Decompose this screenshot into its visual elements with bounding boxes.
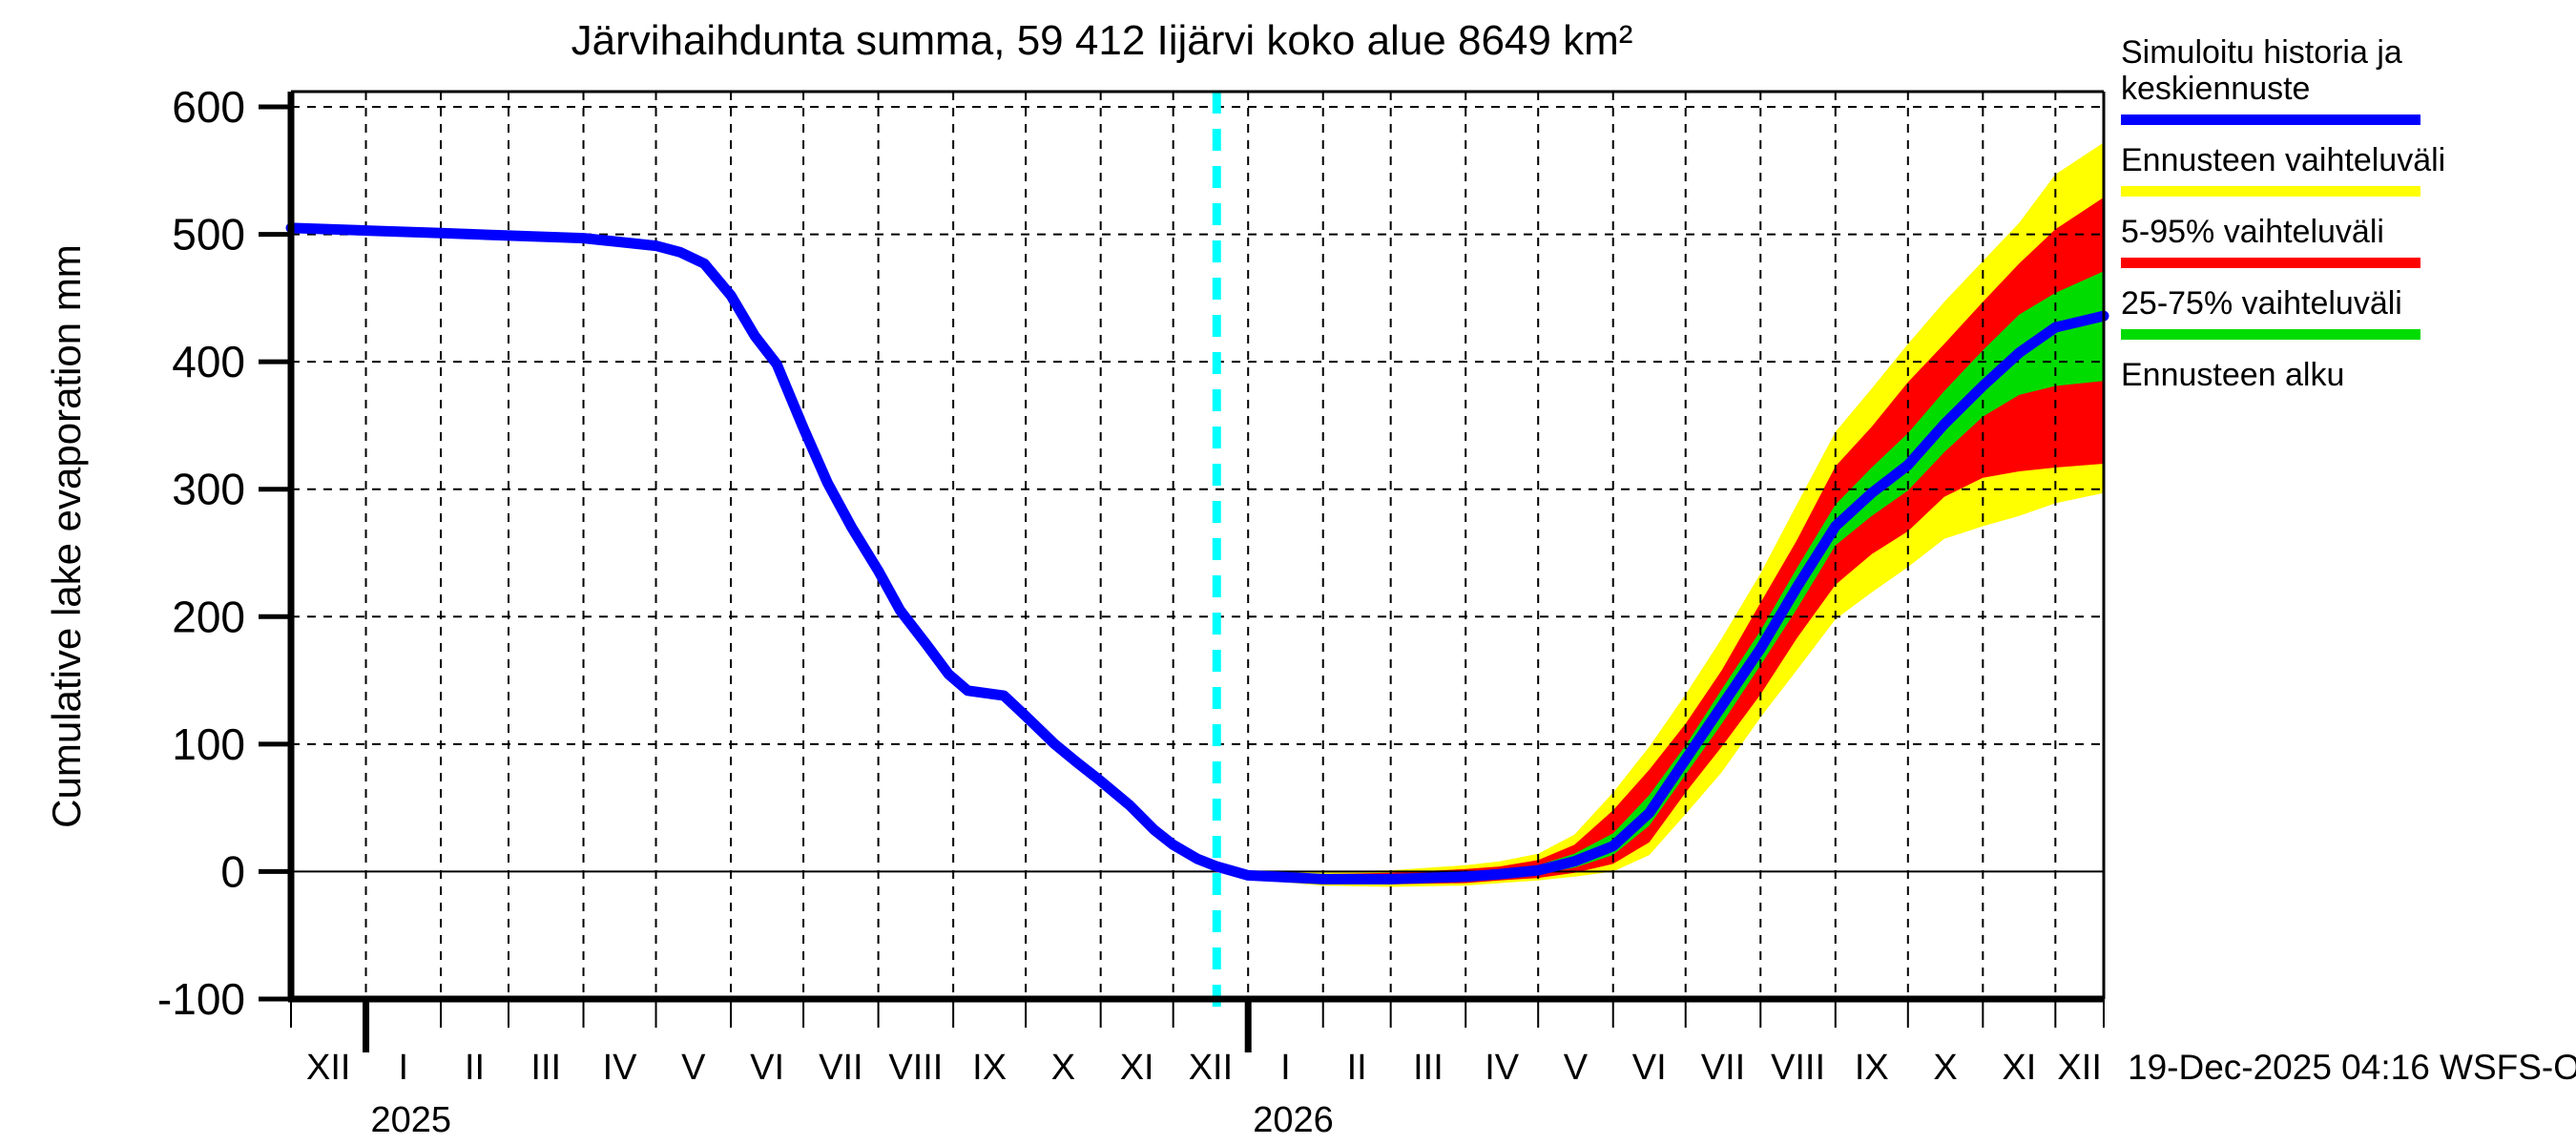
x-year-label: 2025 bbox=[371, 1100, 452, 1140]
legend-item-3: 25-75% vaihteluväli bbox=[2121, 285, 2560, 340]
x-month-label: IV bbox=[603, 1048, 638, 1088]
x-month-label: VI bbox=[750, 1048, 784, 1088]
chart-title: Järvihaihdunta summa, 59 412 Iijärvi kok… bbox=[571, 17, 1633, 64]
x-month-label: XII bbox=[1189, 1048, 1233, 1088]
legend-swatch bbox=[2121, 329, 2420, 340]
legend-label: 5-95% vaihteluväli bbox=[2121, 214, 2384, 250]
x-month-label: XI bbox=[1120, 1048, 1154, 1088]
x-month-label: V bbox=[1564, 1048, 1589, 1088]
x-month-label: V bbox=[681, 1048, 706, 1088]
x-month-label: VIII bbox=[888, 1048, 943, 1088]
legend-item-2: 5-95% vaihteluväli bbox=[2121, 214, 2560, 268]
legend: Simuloitu historia ja keskiennuste Ennust… bbox=[2121, 34, 2560, 428]
legend-label: Simuloitu historia ja keskiennuste bbox=[2121, 34, 2402, 107]
x-month-label: X bbox=[1051, 1048, 1075, 1088]
x-month-label: III bbox=[530, 1048, 561, 1088]
y-tick-label: 200 bbox=[172, 592, 245, 641]
legend-item-0: Simuloitu historia ja keskiennuste bbox=[2121, 34, 2560, 125]
y-tick-label: 600 bbox=[172, 82, 245, 132]
y-tick-label: 500 bbox=[172, 210, 245, 260]
x-month-label: IX bbox=[972, 1048, 1007, 1088]
legend-swatch bbox=[2121, 258, 2420, 268]
x-month-label: XII bbox=[2057, 1048, 2101, 1088]
band-forecast-range bbox=[1216, 142, 2104, 887]
y-tick-label: 300 bbox=[172, 465, 245, 514]
x-month-label: III bbox=[1413, 1048, 1444, 1088]
x-month-label: II bbox=[465, 1048, 485, 1088]
legend-swatch bbox=[2121, 114, 2420, 125]
legend-label: Ennusteen vaihteluväli bbox=[2121, 142, 2446, 178]
x-month-label: IX bbox=[1855, 1048, 1889, 1088]
x-month-label: I bbox=[399, 1048, 409, 1088]
legend-item-4: Ennusteen alku bbox=[2121, 357, 2560, 411]
y-tick-label: 0 bbox=[220, 846, 245, 896]
x-month-label: VIII bbox=[1771, 1048, 1825, 1088]
x-year-label: 2026 bbox=[1253, 1100, 1334, 1140]
x-month-label: VI bbox=[1632, 1048, 1667, 1088]
legend-swatch bbox=[2121, 186, 2420, 197]
x-month-label: XI bbox=[2002, 1048, 2036, 1088]
legend-item-1: Ennusteen vaihteluväli bbox=[2121, 142, 2560, 197]
x-month-label: X bbox=[1933, 1048, 1957, 1088]
x-month-label: XII bbox=[306, 1048, 350, 1088]
band-25-75 bbox=[1216, 271, 2104, 883]
run-timestamp: 19-Dec-2025 04:16 WSFS-O bbox=[2128, 1048, 2576, 1087]
x-month-label: I bbox=[1280, 1048, 1291, 1088]
x-month-label: VII bbox=[819, 1048, 862, 1088]
y-tick-label: 100 bbox=[172, 719, 245, 769]
x-month-label: II bbox=[1347, 1048, 1367, 1088]
legend-swatch bbox=[2121, 401, 2420, 411]
y-tick-label: 400 bbox=[172, 337, 245, 386]
history-and-median-line bbox=[285, 222, 2109, 885]
x-month-label: IV bbox=[1485, 1048, 1520, 1088]
legend-label: 25-75% vaihteluväli bbox=[2121, 285, 2402, 322]
x-month-label: VII bbox=[1701, 1048, 1745, 1088]
legend-label: Ennusteen alku bbox=[2121, 357, 2345, 393]
y-tick-label: -100 bbox=[157, 974, 245, 1024]
